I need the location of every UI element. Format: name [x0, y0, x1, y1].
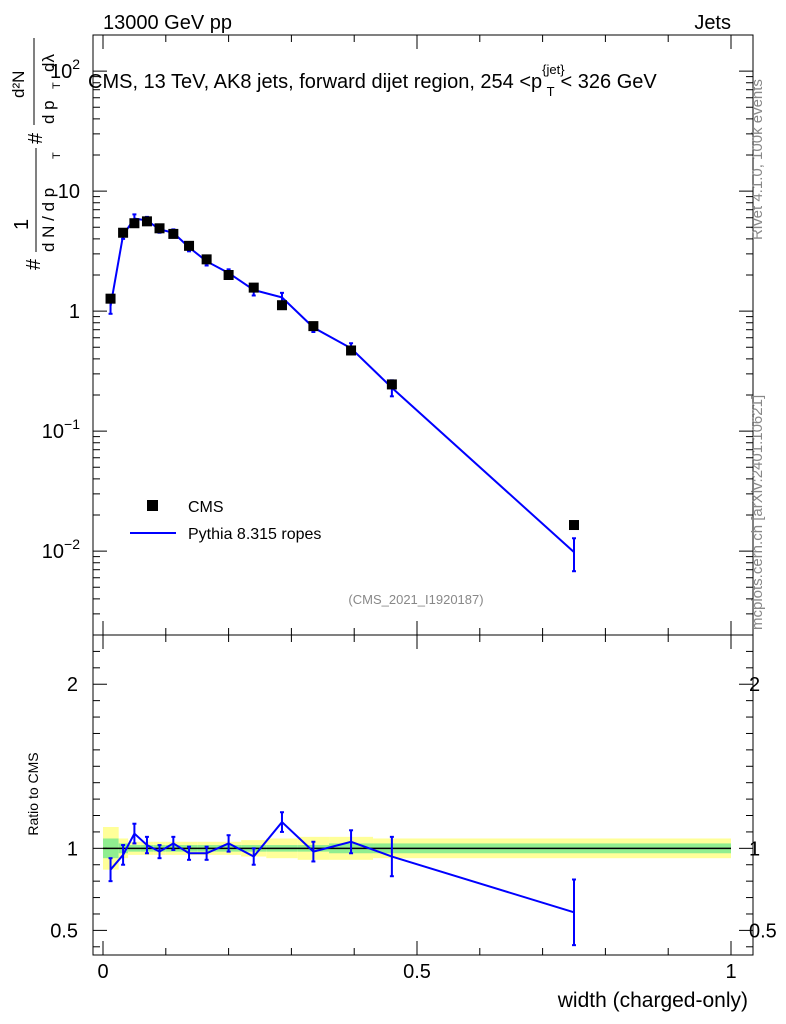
ratio-series — [108, 811, 576, 947]
x-tick-label: 0.5 — [403, 961, 431, 983]
pythia-main-series — [108, 213, 576, 573]
ratio-panel-frame — [92, 634, 754, 956]
y-tick-label-ratio: 0.5 — [50, 920, 78, 942]
legend: CMS Pythia 8.315 ropes — [130, 499, 321, 543]
legend-cms-marker — [147, 500, 158, 511]
svg-text:#: # — [23, 258, 45, 270]
cms-data-point — [346, 345, 357, 356]
y-tick-label-ratio-right: 1 — [749, 838, 760, 860]
main-y-label: # 1 d N / d p T # d²N d p T dλ — [9, 38, 63, 270]
cms-main-series — [105, 216, 579, 531]
cms-data-point — [569, 520, 579, 531]
x-tick-label: 1 — [725, 961, 736, 983]
axes: 0 0.5 1 102 10 1 10−1 10−2 0.5 0.5 1 1 2 2 — [42, 34, 777, 983]
x-axis-label: width (charged-only) — [557, 989, 748, 1012]
cms-data-point — [248, 282, 259, 293]
y-tick-label-main: 10 — [58, 181, 80, 203]
pythia-line — [109, 217, 575, 553]
cms-data-point — [129, 218, 140, 229]
cms-data-point — [154, 223, 165, 234]
x-tick-label: 0 — [97, 961, 108, 983]
legend-cms-label: CMS — [188, 499, 224, 516]
plot-title: CMS, 13 TeV, AK8 jets, forward dijet reg… — [88, 62, 657, 99]
cms-data-point — [201, 254, 212, 265]
y-tick-label-ratio-right: 2 — [749, 674, 760, 696]
ylabel-t2: T — [51, 82, 63, 89]
title-sup: {jet} — [542, 62, 565, 77]
cms-data-point — [386, 379, 397, 390]
cms-data-point — [308, 321, 319, 332]
analysis-watermark: (CMS_2021_I1920187) — [348, 592, 483, 607]
cms-data-point — [141, 216, 152, 227]
title-sub: T — [547, 84, 555, 99]
mcplots-info: mcplots.cern.ch [arXiv:2401.10621] — [749, 395, 766, 630]
cms-data-point — [118, 227, 129, 238]
header-left: 13000 GeV pp — [103, 12, 232, 34]
ylabel-t1: T — [51, 152, 63, 159]
ratio-y-label: Ratio to CMS — [25, 752, 41, 835]
y-tick-label-ratio-right: 0.5 — [749, 920, 777, 942]
cms-data-point — [223, 270, 234, 280]
ratio-line — [109, 820, 575, 914]
cms-data-point — [184, 240, 195, 251]
y-tick-label-main: 102 — [50, 56, 80, 83]
ylabel-dl: dλ — [39, 54, 58, 72]
legend-pythia-label: Pythia 8.315 ropes — [188, 526, 321, 543]
title-suffix: < 326 GeV — [561, 71, 658, 93]
ylabel-d2n: d²N — [9, 71, 28, 98]
ylabel-hash: # — [23, 258, 45, 270]
ylabel-dn: d N / d p — [39, 188, 58, 252]
y-tick-label-main: 10−1 — [42, 416, 80, 443]
y-tick-label-main: 10−2 — [42, 536, 80, 563]
main-panel-frame — [92, 34, 754, 636]
cms-data-point — [276, 300, 287, 311]
y-tick-label-main: 1 — [69, 301, 80, 323]
ylabel-dp: d p — [39, 100, 58, 124]
ylabel-one: 1 — [11, 219, 33, 230]
cms-data-point — [168, 228, 179, 239]
ylabel-hash2: # — [25, 132, 47, 144]
rivet-info: Rivet 4.1.0, 100k events — [749, 79, 766, 240]
title-prefix: CMS, 13 TeV, AK8 jets, forward dijet reg… — [88, 71, 542, 93]
cms-data-point — [105, 293, 116, 304]
y-tick-label-ratio: 1 — [67, 838, 78, 860]
header-right: Jets — [694, 12, 731, 34]
y-tick-label-ratio: 2 — [67, 674, 78, 696]
